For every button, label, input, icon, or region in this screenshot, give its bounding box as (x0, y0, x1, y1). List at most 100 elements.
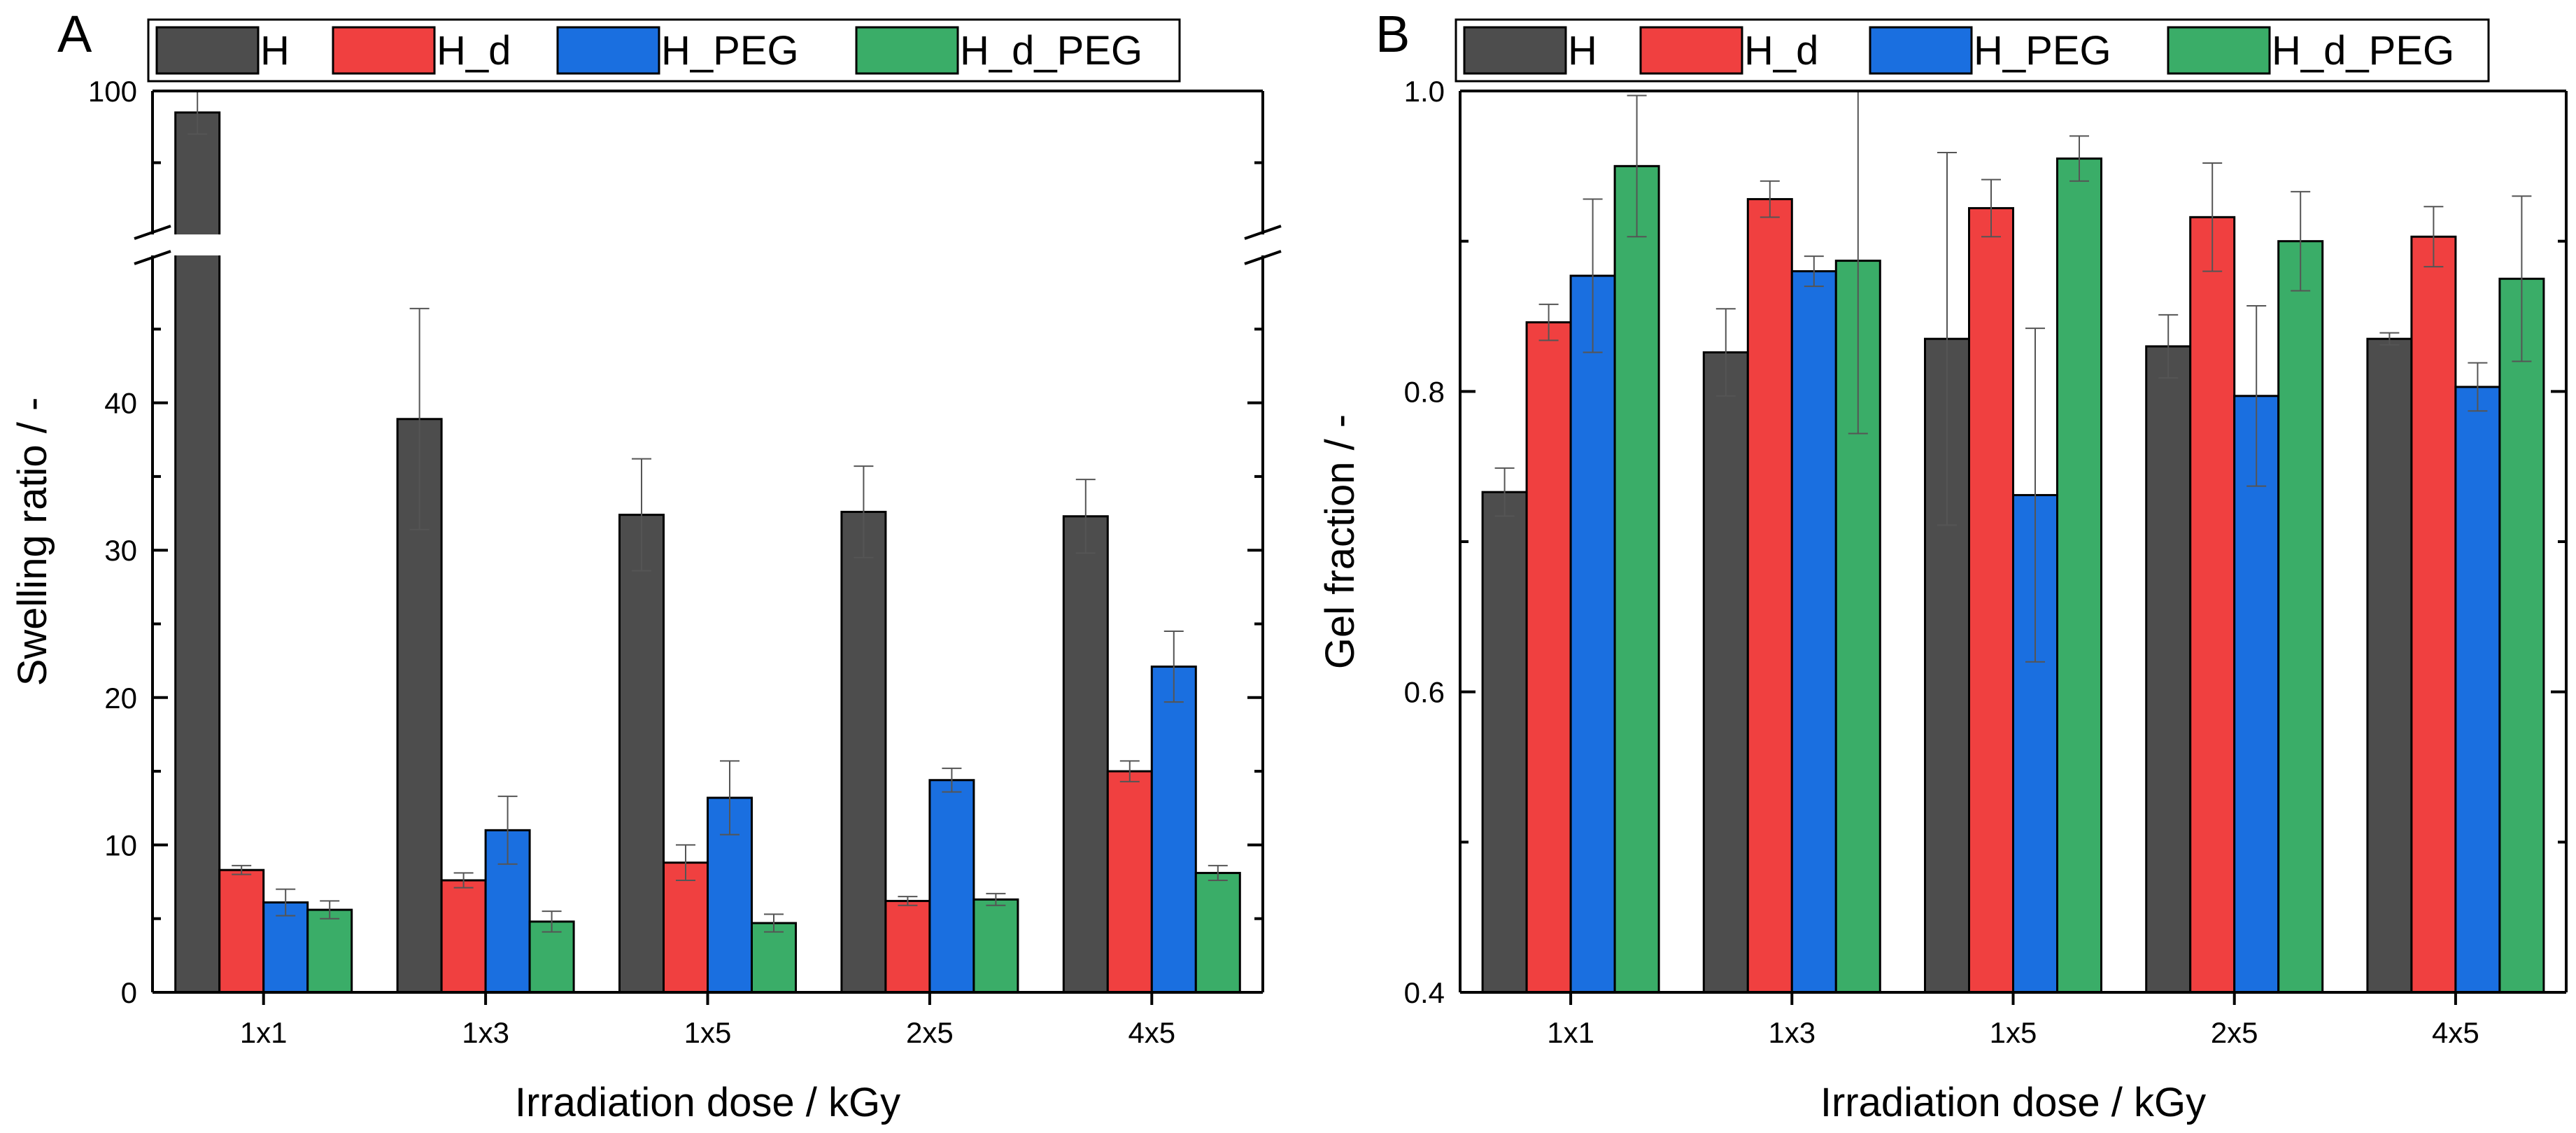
y-tick-label: 0 (121, 976, 137, 1009)
panel-a: 0 10 20 30 40 100 1x1 1x3 1x5 2x5 4x5 Irradiation d… (10, 5, 1282, 1125)
bar-h-1x1 (1481, 491, 1528, 992)
bar-h-d-1x5 (1968, 206, 2014, 992)
axis-break-gap (171, 234, 224, 255)
legend-box (147, 18, 1181, 83)
break-slash-2 (134, 250, 171, 265)
bar-h-d-peg-1x5 (751, 922, 797, 992)
y-tick-label: 100 (88, 75, 137, 108)
x-tick-label-1x5: 1x5 (684, 1016, 732, 1049)
error-bar-h-4x5 (2379, 332, 2400, 346)
legend-swatch-h-d-peg (2167, 26, 2271, 75)
error-bar-h-1x5 (1937, 152, 1957, 526)
legend-label-h-peg: H_PEG (1974, 28, 2111, 73)
bar-h-d-4x5 (1106, 770, 1153, 992)
legend: H H_d H_PEG H_d_PEG (147, 18, 1181, 83)
error-bar-h-1x1 (187, 91, 208, 135)
bar-h-d-2x5 (2189, 216, 2236, 992)
bar-h-d-peg-1x1 (1613, 164, 1660, 992)
bar-h-d-peg-1x5 (2056, 157, 2102, 992)
error-bar-h-peg-1x1 (1583, 198, 1603, 353)
error-bar-h-peg-1x5 (2025, 328, 2045, 663)
bar-h-peg-2x5 (928, 779, 975, 992)
bar-h-2x5 (2145, 345, 2192, 992)
legend-label-h-d: H_d (437, 28, 511, 73)
bar-h-d-peg-1x1 (306, 908, 353, 992)
error-bar-h-d-1x5 (1981, 178, 2001, 238)
plot-area (1481, 91, 2545, 992)
error-bar-h-peg-1x1 (276, 888, 296, 917)
bar-h-d-1x5 (663, 861, 709, 992)
x-tick-label-1x5: 1x5 (1990, 1016, 2037, 1049)
y-tick-label: 10 (104, 829, 137, 861)
x-tick-label-4x5: 4x5 (1128, 1016, 1175, 1049)
bar-h-4x5 (2366, 337, 2413, 992)
error-bar-h-1x1 (1494, 467, 1515, 517)
x-tick-label-4x5: 4x5 (2432, 1016, 2479, 1049)
x-tick-label-1x1: 1x1 (1547, 1016, 1594, 1049)
error-bar-h-peg-1x3 (497, 795, 518, 865)
bar-h-d-peg-2x5 (2277, 240, 2324, 992)
legend-label-h: H (1568, 28, 1597, 73)
error-bar-h-d-peg-1x5 (2069, 135, 2089, 182)
axis-break-mark-left (134, 225, 171, 265)
y-axis-label: Swelling ratio / - (10, 397, 55, 687)
error-bar-h-d-2x5 (898, 896, 918, 906)
bar-h-d-peg-4x5 (2498, 277, 2545, 992)
bar-h-1x3 (1702, 351, 1749, 992)
bar-h-d-1x3 (1746, 198, 1793, 992)
error-bar-h-peg-2x5 (942, 767, 962, 793)
bar-h-d-1x3 (440, 879, 487, 992)
error-bar-h-d-peg-1x1 (320, 900, 340, 920)
legend-label-h: H (260, 28, 290, 73)
bar-h-d-4x5 (2410, 235, 2457, 992)
x-tick-label-1x1: 1x1 (240, 1016, 288, 1049)
bar-h-d-peg-4x5 (1194, 871, 1241, 992)
y-tick-label: 40 (104, 387, 137, 420)
break-slash-2 (1244, 250, 1282, 265)
error-bar-h-d-peg-4x5 (1208, 864, 1228, 881)
x-tick-label-1x3: 1x3 (462, 1016, 509, 1049)
axis-break-mark-right (1244, 225, 1282, 265)
bar-h-d-1x1 (1525, 321, 1572, 992)
bar-h-d-2x5 (884, 899, 931, 992)
legend-swatch-h (155, 26, 260, 75)
x-axis-label: Irradiation dose / kGy (1820, 1080, 2206, 1125)
y-axis-label: Gel fraction / - (1317, 414, 1363, 669)
y-tick-label: 30 (104, 534, 137, 567)
legend-label-h-d-peg: H_d_PEG (960, 28, 1142, 73)
y-tick-label: 0.6 (1404, 676, 1445, 709)
error-bar-h-d-1x3 (1760, 180, 1780, 218)
error-bar-h-d-peg-4x5 (2512, 195, 2532, 363)
bar-h-4x5 (1062, 515, 1109, 992)
error-bar-h-peg-4x5 (1163, 631, 1184, 703)
error-bar-h-d-peg-1x5 (764, 913, 784, 933)
error-bar-h-1x3 (409, 307, 430, 530)
error-bar-h-d-1x5 (676, 844, 695, 881)
error-bar-h-d-peg-1x1 (1627, 94, 1647, 238)
legend-swatch-h-d-peg (855, 26, 959, 75)
legend-swatch-h (1463, 26, 1567, 75)
error-bar-h-d-peg-2x5 (986, 892, 1006, 906)
x-tick-label-2x5: 2x5 (906, 1016, 954, 1049)
error-bar-h-1x3 (1715, 308, 1736, 397)
plot-area (171, 91, 1241, 992)
legend-label-h-d-peg: H_d_PEG (2272, 28, 2454, 73)
bar-h-1x1 (174, 111, 221, 992)
panel-letter: B (1375, 5, 1410, 63)
panel-b: 0.4 0.6 0.8 1.0 1x1 1x3 1x5 2x5 4x5 Irradiation d… (1317, 5, 2568, 1125)
error-bar-h-peg-4x5 (2468, 362, 2488, 412)
error-bar-h-d-peg-2x5 (2291, 190, 2311, 292)
error-bar-h-2x5 (2158, 314, 2179, 379)
y-tick-label: 1.0 (1404, 75, 1445, 108)
bar-h-1x5 (618, 514, 665, 992)
bar-h-peg-1x1 (1569, 274, 1616, 992)
legend-swatch-h-peg (1869, 26, 1973, 75)
legend-swatch-h-d (1639, 26, 1743, 75)
error-bar-h-peg-1x5 (720, 760, 739, 836)
legend: H H_d H_PEG H_d_PEG (1455, 18, 2490, 83)
y-ticks (153, 90, 1263, 994)
error-bar-h-d-4x5 (2423, 206, 2444, 268)
bar-h-2x5 (840, 510, 887, 992)
bar-h-d-peg-2x5 (972, 898, 1019, 992)
